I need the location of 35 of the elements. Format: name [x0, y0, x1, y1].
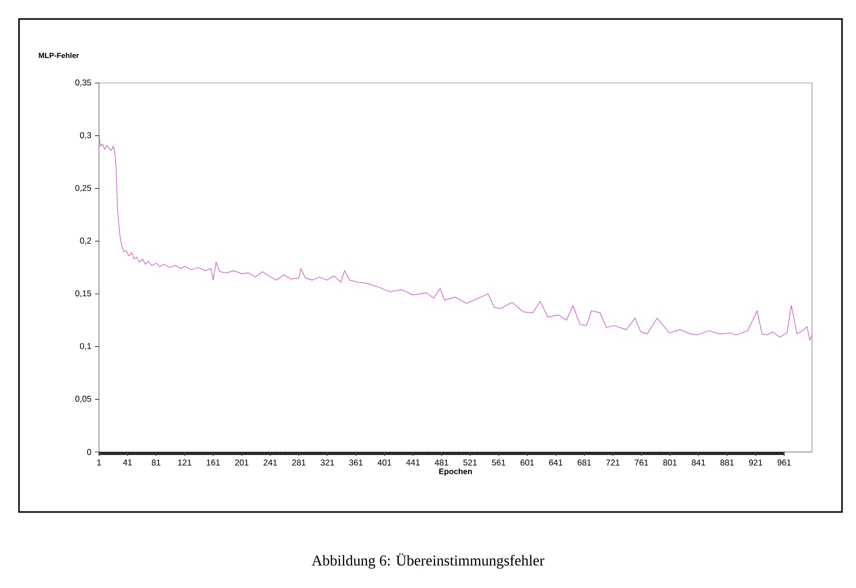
x-tick-label: 921 — [748, 460, 762, 466]
x-tick-label: 201 — [235, 460, 248, 466]
x-tick-label: 281 — [292, 460, 306, 466]
x-tick-label: 481 — [434, 460, 448, 466]
x-tick-label: 321 — [320, 460, 334, 466]
line-series — [99, 134, 812, 341]
x-tick-label: 521 — [463, 460, 477, 466]
x-tick-label: 41 — [123, 460, 132, 466]
x-tick-label: 81 — [152, 460, 160, 466]
x-tick-label: 721 — [606, 460, 620, 466]
x-tick-label: 641 — [549, 460, 562, 466]
y-tick-label: 0,35 — [75, 80, 92, 86]
y-tick-label: 0,3 — [80, 132, 92, 140]
x-tick-label: 881 — [720, 460, 734, 466]
x-tick-label: 841 — [692, 460, 706, 466]
y-tick-label: 0,2 — [80, 238, 92, 245]
y-tick-label: 0 — [87, 449, 92, 455]
x-tick-label: 761 — [634, 460, 648, 466]
x-tick-label: 801 — [663, 460, 677, 466]
x-tick-label: 361 — [349, 460, 363, 466]
text: Abbildung 6: Übereinstimmungsfehler — [312, 553, 544, 569]
x-tick-label: 161 — [206, 460, 220, 466]
x-tick-label: 241 — [264, 460, 277, 466]
x-tick-label: 121 — [178, 460, 192, 466]
y-tick-label: 0,1 — [80, 343, 92, 350]
x-tick-label: 601 — [520, 460, 534, 466]
y-tick-label: 0,15 — [75, 290, 92, 298]
x-tick-label: 561 — [492, 460, 506, 466]
y-tick-label: 0,25 — [75, 184, 92, 192]
x-tick-label: 401 — [378, 460, 392, 466]
x-tick-label: 441 — [406, 460, 420, 466]
x-tick-label: 961 — [777, 460, 791, 466]
x-tick-label: 681 — [578, 460, 591, 466]
x-tick-label: 1 — [97, 460, 101, 466]
y-tick-label: 0,05 — [75, 396, 92, 403]
